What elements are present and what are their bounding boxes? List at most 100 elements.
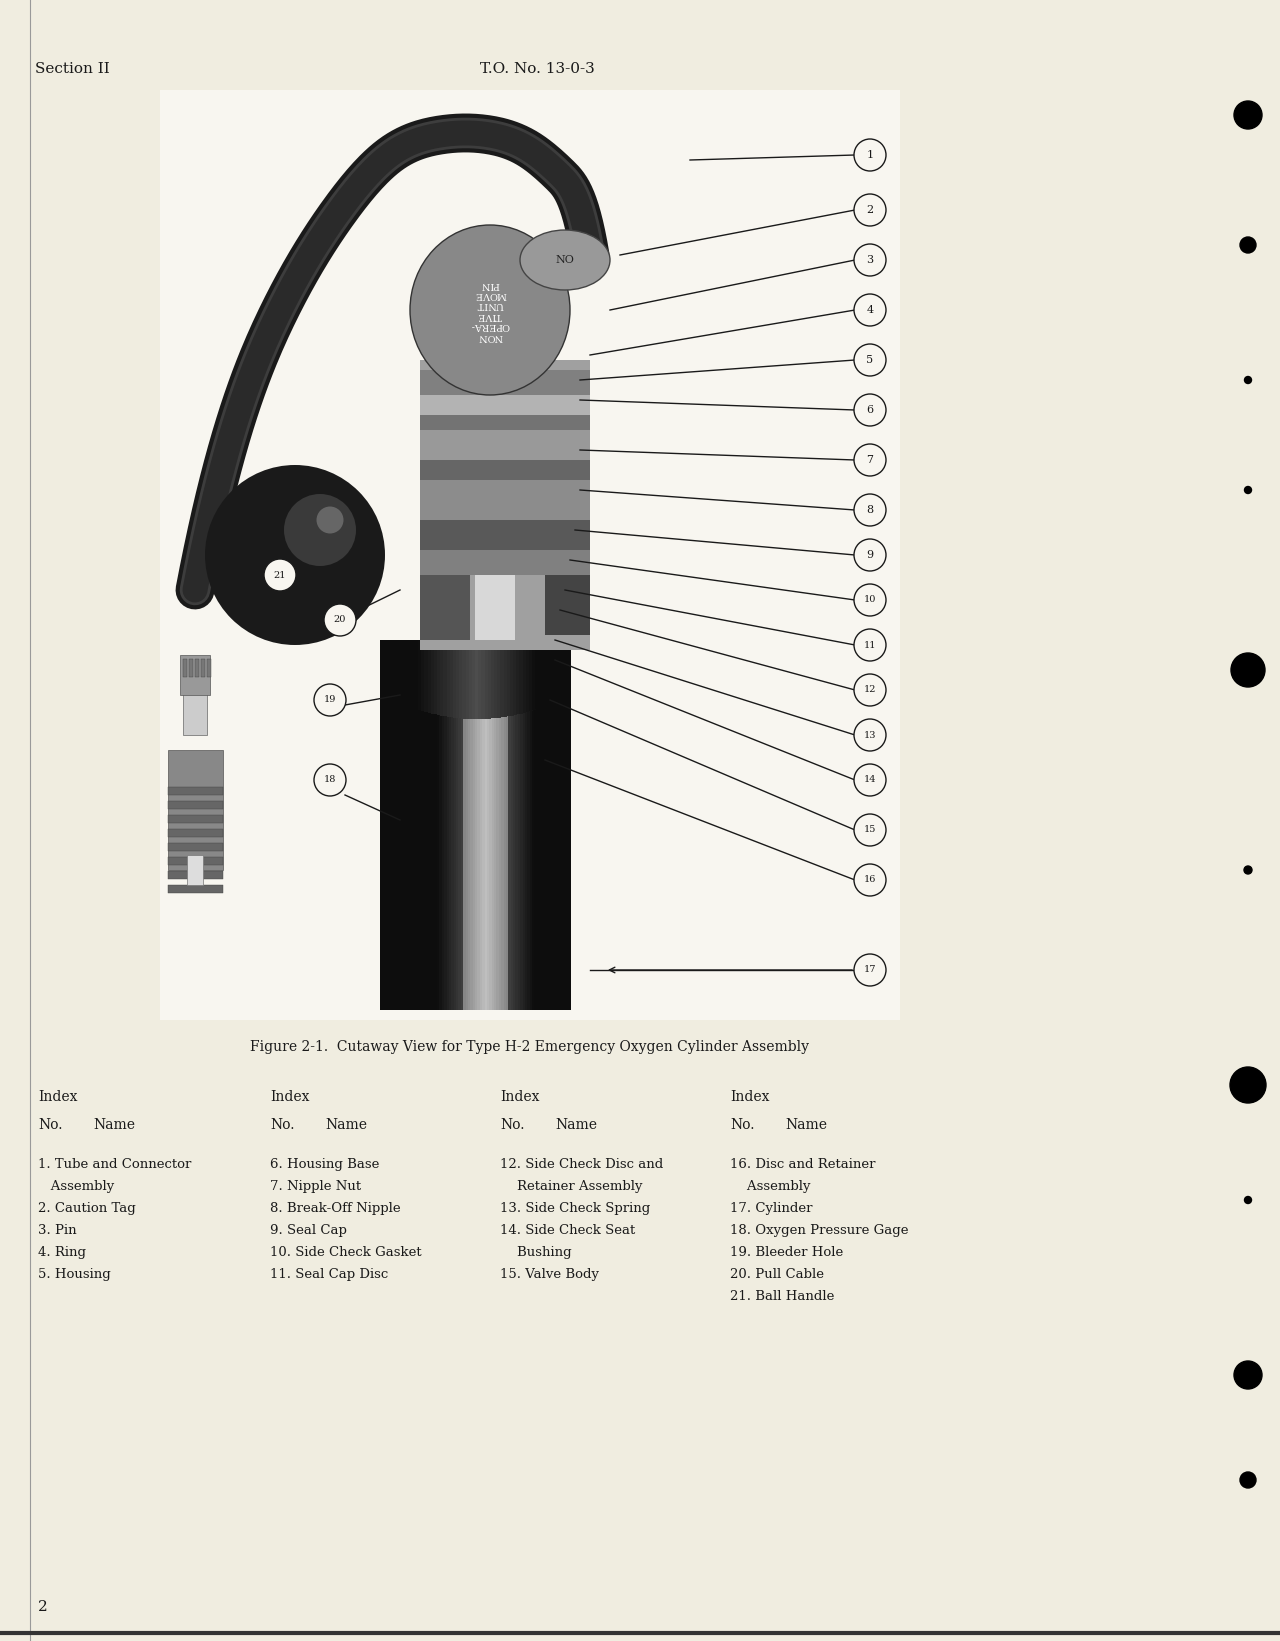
Bar [397, 640, 399, 1009]
Circle shape [264, 560, 296, 591]
Text: 7. Nipple Nut: 7. Nipple Nut [270, 1180, 361, 1193]
Bar [461, 640, 463, 1009]
Bar [490, 640, 494, 719]
Bar [558, 640, 561, 1009]
Circle shape [854, 194, 886, 226]
Bar [183, 660, 187, 678]
Bar [412, 640, 415, 707]
Circle shape [205, 464, 385, 645]
Text: 21. Ball Handle: 21. Ball Handle [730, 1290, 835, 1303]
Text: 14: 14 [864, 776, 877, 784]
Circle shape [854, 139, 886, 171]
Text: 3: 3 [867, 254, 873, 264]
Bar [522, 640, 525, 1009]
Text: Name: Name [325, 1118, 367, 1132]
Text: 14. Side Check Seat: 14. Side Check Seat [500, 1224, 635, 1237]
Text: Bushing: Bushing [500, 1246, 572, 1259]
Bar [472, 640, 475, 719]
Text: 3. Pin: 3. Pin [38, 1224, 77, 1237]
Bar [532, 640, 535, 1009]
Bar [439, 640, 443, 1009]
Circle shape [316, 507, 343, 533]
Bar [486, 640, 490, 1009]
Bar [513, 640, 517, 715]
Text: 10. Side Check Gasket: 10. Side Check Gasket [270, 1246, 421, 1259]
Bar [419, 640, 421, 1009]
Bar [406, 640, 410, 706]
Bar [456, 640, 458, 1009]
Bar [489, 640, 492, 1009]
Bar [492, 640, 494, 1009]
Bar [477, 640, 480, 1009]
Bar [485, 640, 488, 1009]
Bar [392, 640, 394, 1009]
Circle shape [324, 604, 356, 637]
Text: 12: 12 [864, 686, 877, 694]
Bar [463, 640, 466, 1009]
Circle shape [1244, 866, 1252, 875]
Text: 19. Bleeder Hole: 19. Bleeder Hole [730, 1246, 844, 1259]
Bar [541, 640, 544, 1009]
Bar [475, 640, 477, 1009]
Circle shape [854, 538, 886, 571]
Bar [561, 640, 564, 701]
Bar [548, 640, 552, 706]
Bar [479, 640, 481, 719]
Bar [475, 640, 479, 719]
Bar [530, 640, 532, 1009]
Bar [529, 640, 532, 711]
Bar [488, 640, 492, 719]
Bar [553, 640, 557, 1009]
Text: Name: Name [785, 1118, 827, 1132]
Circle shape [854, 719, 886, 752]
Bar [460, 640, 463, 719]
Bar [430, 640, 434, 714]
Bar [428, 640, 430, 1009]
Bar [561, 640, 563, 1009]
Bar [525, 640, 527, 1009]
Bar [402, 640, 404, 1009]
Text: 1. Tube and Connector: 1. Tube and Connector [38, 1159, 192, 1172]
Bar [503, 640, 507, 717]
Bar [511, 640, 513, 1009]
Bar [168, 801, 223, 809]
Bar [420, 550, 590, 574]
Text: 8: 8 [867, 505, 873, 515]
Bar [545, 640, 548, 706]
Bar [480, 640, 483, 1009]
Circle shape [1244, 1196, 1252, 1203]
Bar [394, 640, 397, 1009]
Bar [406, 640, 410, 1009]
Circle shape [1244, 486, 1252, 494]
Bar [458, 640, 461, 1009]
Text: 11. Seal Cap Disc: 11. Seal Cap Disc [270, 1268, 388, 1282]
Text: 18: 18 [324, 776, 337, 784]
Bar [506, 640, 508, 1009]
Bar [547, 640, 549, 1009]
Text: 13: 13 [864, 730, 877, 740]
Bar [554, 640, 558, 702]
Bar [453, 640, 457, 719]
Bar [500, 640, 504, 717]
Circle shape [284, 494, 356, 566]
Bar [420, 369, 590, 395]
Bar [452, 640, 454, 1009]
Bar [207, 660, 211, 678]
Bar [443, 640, 447, 715]
Text: No.: No. [500, 1118, 525, 1132]
Bar [539, 640, 541, 707]
Text: 2: 2 [38, 1600, 47, 1615]
Text: 18. Oxygen Pressure Gage: 18. Oxygen Pressure Gage [730, 1224, 909, 1237]
Bar [513, 640, 516, 1009]
Text: 11: 11 [864, 640, 877, 650]
Bar [456, 640, 460, 719]
Circle shape [854, 394, 886, 427]
Bar [413, 640, 416, 1009]
Circle shape [854, 345, 886, 376]
Bar [485, 640, 488, 719]
Bar [387, 640, 390, 1009]
Bar [403, 640, 407, 1009]
Bar [442, 640, 444, 1009]
Bar [462, 640, 466, 719]
Bar [453, 640, 457, 1009]
